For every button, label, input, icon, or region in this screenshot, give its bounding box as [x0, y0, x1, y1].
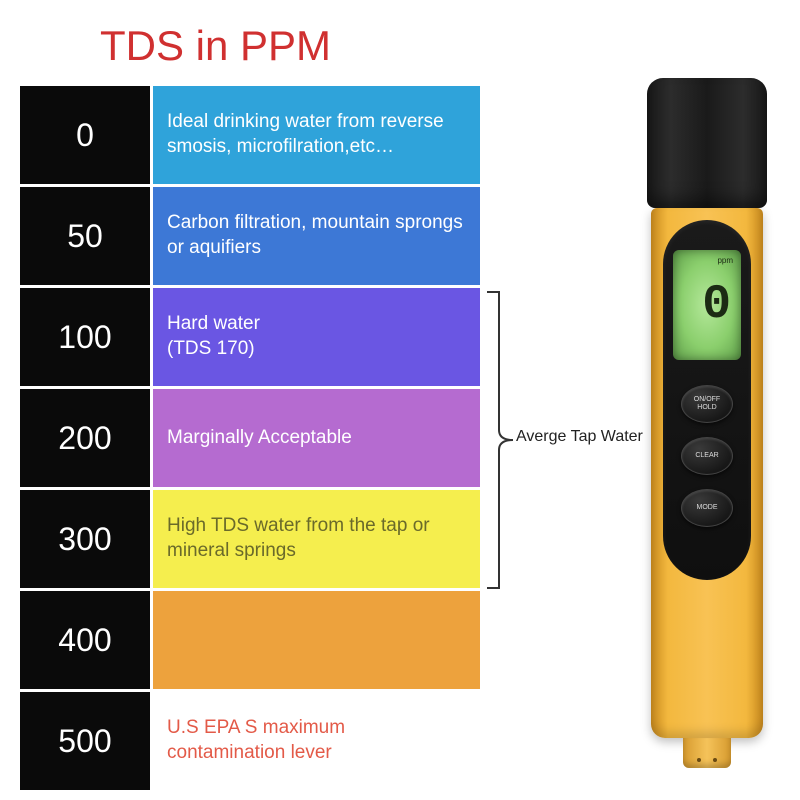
tds-value: 500: [20, 692, 150, 790]
device-probe-tip: [683, 738, 731, 768]
table-row: 100 Hard water(TDS 170): [20, 288, 480, 386]
device-panel: ppm 0 ON/OFFHOLD CLEAR MODE: [663, 220, 751, 580]
device-buttons: ON/OFFHOLD CLEAR MODE: [663, 385, 751, 527]
table-row: 400: [20, 591, 480, 689]
tds-meter-device: ppm 0 ON/OFFHOLD CLEAR MODE: [642, 78, 772, 778]
tds-desc: Hard water(TDS 170): [153, 288, 480, 386]
tds-value: 200: [20, 389, 150, 487]
table-row: 500 U.S EPA S maximum contamination leve…: [20, 692, 480, 790]
table-row: 50 Carbon filtration, mountain sprongs o…: [20, 187, 480, 285]
bracket-label: Averge Tap Water: [516, 428, 643, 446]
tds-desc: Carbon filtration, mountain sprongs or a…: [153, 187, 480, 285]
clear-button[interactable]: CLEAR: [681, 437, 733, 475]
tds-desc: U.S EPA S maximum contamination lever: [153, 692, 480, 790]
tds-desc: Ideal drinking water from reverse smosis…: [153, 86, 480, 184]
tds-value: 100: [20, 288, 150, 386]
tds-value: 0: [20, 86, 150, 184]
bracket-icon: [485, 290, 515, 590]
onoff-hold-button[interactable]: ON/OFFHOLD: [681, 385, 733, 423]
mode-button[interactable]: MODE: [681, 489, 733, 527]
tds-desc: [153, 591, 480, 689]
tds-desc: High TDS water from the tap or mineral s…: [153, 490, 480, 588]
tds-value: 50: [20, 187, 150, 285]
lcd-unit: ppm: [717, 256, 733, 265]
device-cap: [647, 78, 767, 208]
tds-value: 300: [20, 490, 150, 588]
table-row: 200 Marginally Acceptable: [20, 389, 480, 487]
lcd-screen: ppm 0: [673, 250, 741, 360]
tds-chart: 0 Ideal drinking water from reverse smos…: [20, 86, 480, 793]
device-body: ppm 0 ON/OFFHOLD CLEAR MODE: [651, 208, 763, 738]
tds-value: 400: [20, 591, 150, 689]
page-title: TDS in PPM: [100, 22, 331, 70]
lcd-value: 0: [702, 278, 733, 332]
table-row: 0 Ideal drinking water from reverse smos…: [20, 86, 480, 184]
tds-desc: Marginally Acceptable: [153, 389, 480, 487]
table-row: 300 High TDS water from the tap or miner…: [20, 490, 480, 588]
